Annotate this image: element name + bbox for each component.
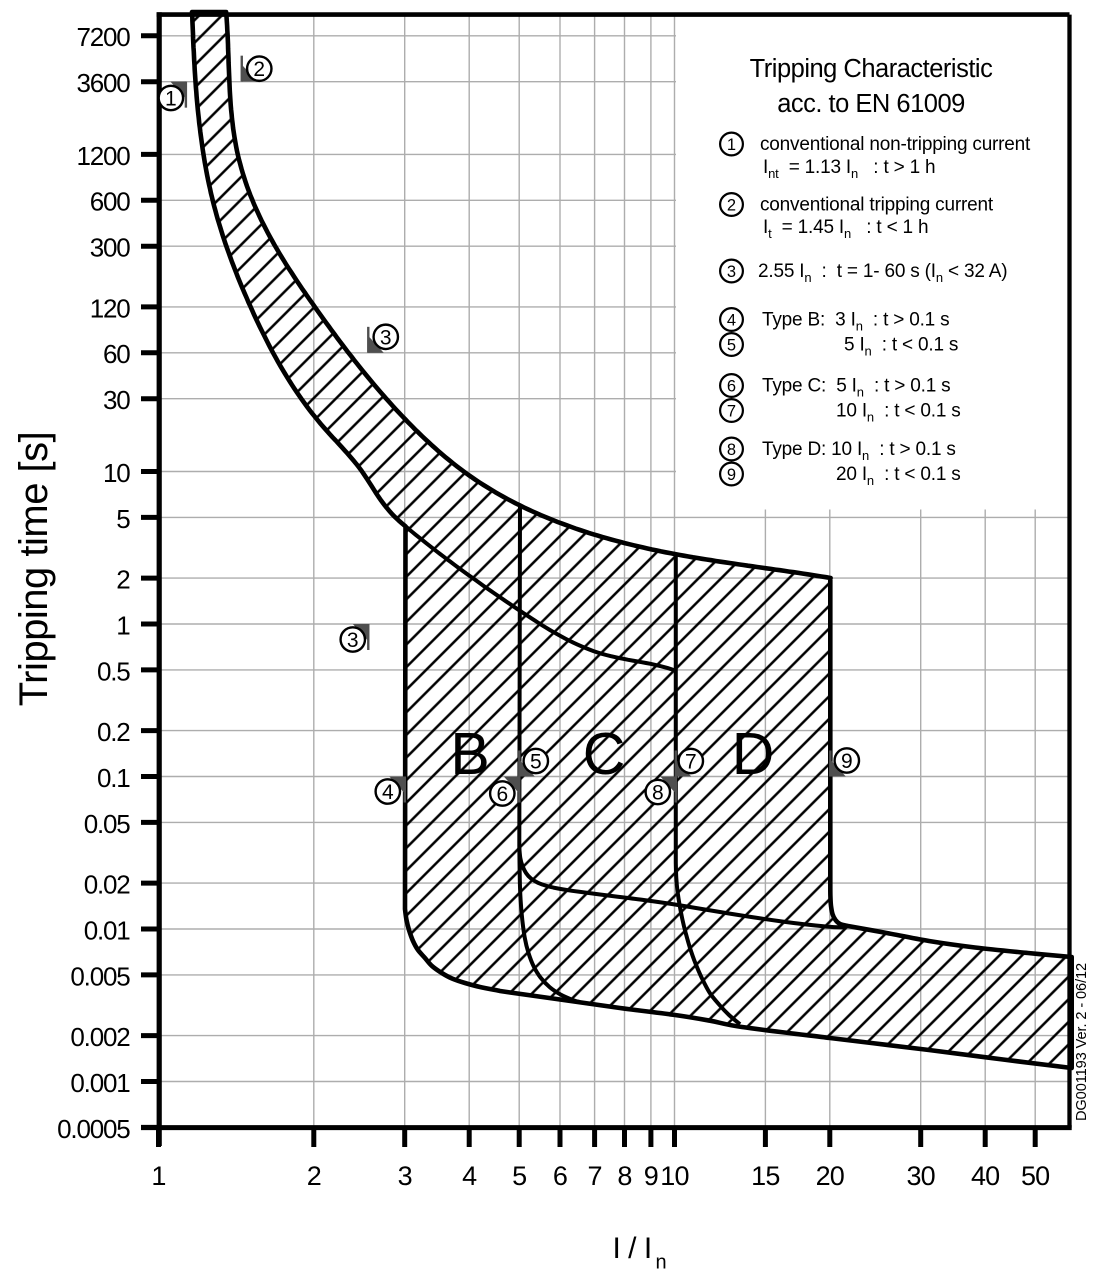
svg-text:3: 3 — [727, 263, 736, 281]
svg-text:10 In : t < 0.1 s: 10 In : t < 0.1 s — [836, 401, 961, 425]
svg-text:0.001: 0.001 — [70, 1068, 130, 1098]
svg-text:0.5: 0.5 — [97, 656, 130, 686]
svg-text:50: 50 — [1021, 1161, 1049, 1191]
svg-text:5 In : t < 0.1 s: 5 In : t < 0.1 s — [844, 335, 958, 359]
svg-text:3: 3 — [380, 326, 392, 349]
svg-text:conventional non-tripping curr: conventional non-tripping current — [760, 134, 1031, 155]
svg-text:8: 8 — [617, 1161, 631, 1191]
svg-text:3: 3 — [347, 629, 359, 652]
svg-text:0.2: 0.2 — [97, 717, 130, 747]
svg-text:1200: 1200 — [76, 141, 130, 171]
svg-text:acc. to EN 61009: acc. to EN 61009 — [777, 90, 965, 118]
svg-text:1: 1 — [151, 1161, 165, 1191]
svg-text:Tripping Characteristic: Tripping Characteristic — [750, 55, 993, 83]
svg-text:0.02: 0.02 — [84, 870, 131, 900]
svg-text:Int = 1.13 In : t > 1 h: Int = 1.13 In : t > 1 h — [763, 157, 935, 181]
svg-text:0.002: 0.002 — [70, 1022, 130, 1052]
svg-text:Type C: 5 In : t > 0.1 s: Type C: 5 In : t > 0.1 s — [762, 376, 950, 400]
svg-text:2: 2 — [253, 58, 265, 81]
svg-text:0.05: 0.05 — [84, 809, 131, 839]
svg-text:C: C — [583, 721, 626, 787]
svg-text:Type B: 3 In : t > 0.1 s: Type B: 3 In : t > 0.1 s — [762, 310, 949, 334]
svg-text:Tripping time [s]: Tripping time [s] — [12, 432, 56, 707]
svg-text:6: 6 — [727, 377, 736, 395]
svg-text:300: 300 — [90, 233, 131, 263]
svg-text:4: 4 — [462, 1161, 477, 1191]
svg-text:120: 120 — [90, 293, 131, 323]
svg-text:5: 5 — [727, 336, 736, 354]
svg-text:9: 9 — [644, 1161, 658, 1191]
svg-text:0.1: 0.1 — [97, 763, 130, 793]
svg-text:40: 40 — [971, 1161, 999, 1191]
svg-text:1: 1 — [165, 87, 177, 110]
svg-text:1: 1 — [116, 610, 130, 640]
svg-text:10: 10 — [103, 458, 130, 488]
svg-text:2: 2 — [116, 565, 130, 595]
svg-text:8: 8 — [727, 441, 736, 459]
svg-text:3600: 3600 — [76, 68, 130, 98]
svg-text:0.0005: 0.0005 — [57, 1114, 130, 1144]
svg-text:Type D: 10 In : t > 0.1 s: Type D: 10 In : t > 0.1 s — [762, 439, 956, 463]
svg-text:9: 9 — [727, 466, 736, 484]
svg-text:2: 2 — [307, 1161, 321, 1191]
svg-text:n: n — [656, 1252, 667, 1274]
svg-text:15: 15 — [751, 1161, 779, 1191]
svg-text:60: 60 — [103, 339, 130, 369]
svg-text:5: 5 — [512, 1161, 526, 1191]
svg-text:30: 30 — [906, 1161, 934, 1191]
svg-text:20: 20 — [816, 1161, 844, 1191]
svg-text:DG001193 Ver. 2 - 06/12: DG001193 Ver. 2 - 06/12 — [1074, 963, 1090, 1121]
svg-text:D: D — [732, 721, 775, 787]
svg-text:0.005: 0.005 — [70, 961, 130, 991]
svg-text:8: 8 — [652, 782, 664, 805]
svg-text:30: 30 — [103, 385, 130, 415]
svg-text:2.55 In : t = 1- 60 s (In <: 2.55 In : t = 1- 60 s (In < 32 A) — [758, 261, 1007, 285]
svg-text:6: 6 — [496, 783, 508, 806]
svg-text:conventional tripping current: conventional tripping current — [760, 195, 994, 216]
svg-text:3: 3 — [398, 1161, 412, 1191]
svg-text:5: 5 — [530, 751, 542, 774]
svg-text:7: 7 — [587, 1161, 601, 1191]
svg-text:10: 10 — [660, 1161, 688, 1191]
svg-text:600: 600 — [90, 187, 131, 217]
svg-text:6: 6 — [553, 1161, 567, 1191]
svg-text:7: 7 — [727, 402, 736, 420]
svg-text:1: 1 — [727, 136, 736, 154]
svg-text:9: 9 — [841, 750, 853, 773]
svg-text:7: 7 — [685, 751, 697, 774]
svg-text:I / I: I / I — [613, 1232, 652, 1265]
svg-text:4: 4 — [727, 311, 736, 329]
svg-text:2: 2 — [727, 196, 736, 214]
svg-text:7200: 7200 — [76, 22, 130, 52]
svg-text:20 In : t < 0.1 s: 20 In : t < 0.1 s — [836, 464, 961, 488]
svg-text:4: 4 — [382, 781, 394, 804]
svg-text:B: B — [450, 721, 489, 787]
svg-text:5: 5 — [116, 504, 130, 534]
svg-text:0.01: 0.01 — [84, 915, 131, 945]
